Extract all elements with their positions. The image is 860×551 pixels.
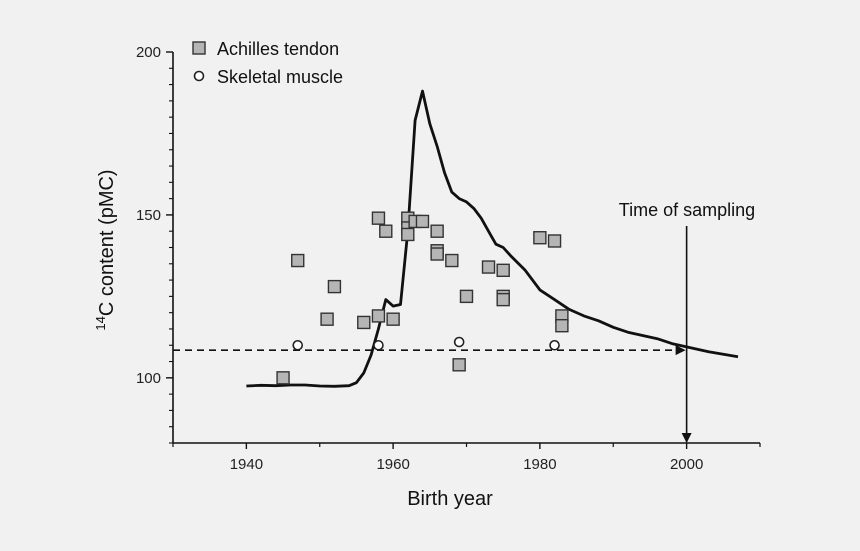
y-axis-title: 14C content (pMC) [93,169,118,330]
x-tick-label: 1940 [230,456,263,473]
tendon-point [415,214,430,229]
curve-layer [246,89,739,388]
y-axis-title-superscript: 14 [93,316,108,330]
atmospheric-curve [246,89,739,388]
tendon-point [320,312,334,326]
tendon-point [379,224,393,238]
tendon-point [459,289,474,304]
tendon-point [327,279,342,294]
ticks: 1940 1960 1980 2000 100 150 200 [136,44,761,473]
tendon-point [452,358,466,372]
legend-marker-muscle [193,70,205,82]
muscle-point [549,339,560,351]
tendon-point [430,247,444,261]
y-tick-label: 200 [136,44,161,61]
tendon-point [430,224,444,238]
muscle-point [453,336,465,348]
tendon-point [291,253,305,268]
tendon-point [371,309,386,323]
tendon-point [401,227,415,242]
tendon-point [533,231,547,245]
tendon-point [496,263,510,278]
y-tick-label: 150 [136,207,161,224]
y-axis-title-main: C content (pMC) [96,169,118,316]
tendon-point [445,253,459,268]
tendon-point [496,292,510,307]
legend: Achilles tendon Skeletal muscle [192,39,343,87]
tendon-point [276,371,290,385]
x-axis-title: Birth year [407,488,493,510]
x-tick-label: 1960 [376,456,409,473]
tendon-point [547,234,562,248]
x-tick-label: 1980 [523,456,556,473]
reference-layer [173,226,692,443]
sampling-annotation: Time of sampling [619,200,755,220]
tendon-point [371,211,386,225]
tendon-point [481,260,496,274]
y-tick-label: 100 [136,370,161,387]
tendon-point [386,312,400,326]
points-layer [276,211,569,385]
muscle-point [292,339,304,351]
legend-label-muscle: Skeletal muscle [217,67,343,87]
muscle-point [373,339,384,351]
x-tick-label: 2000 [670,456,703,473]
tendon-point [555,319,569,333]
legend-marker-tendon [192,41,206,55]
tendon-point [357,315,371,330]
legend-label-tendon: Achilles tendon [217,39,339,59]
